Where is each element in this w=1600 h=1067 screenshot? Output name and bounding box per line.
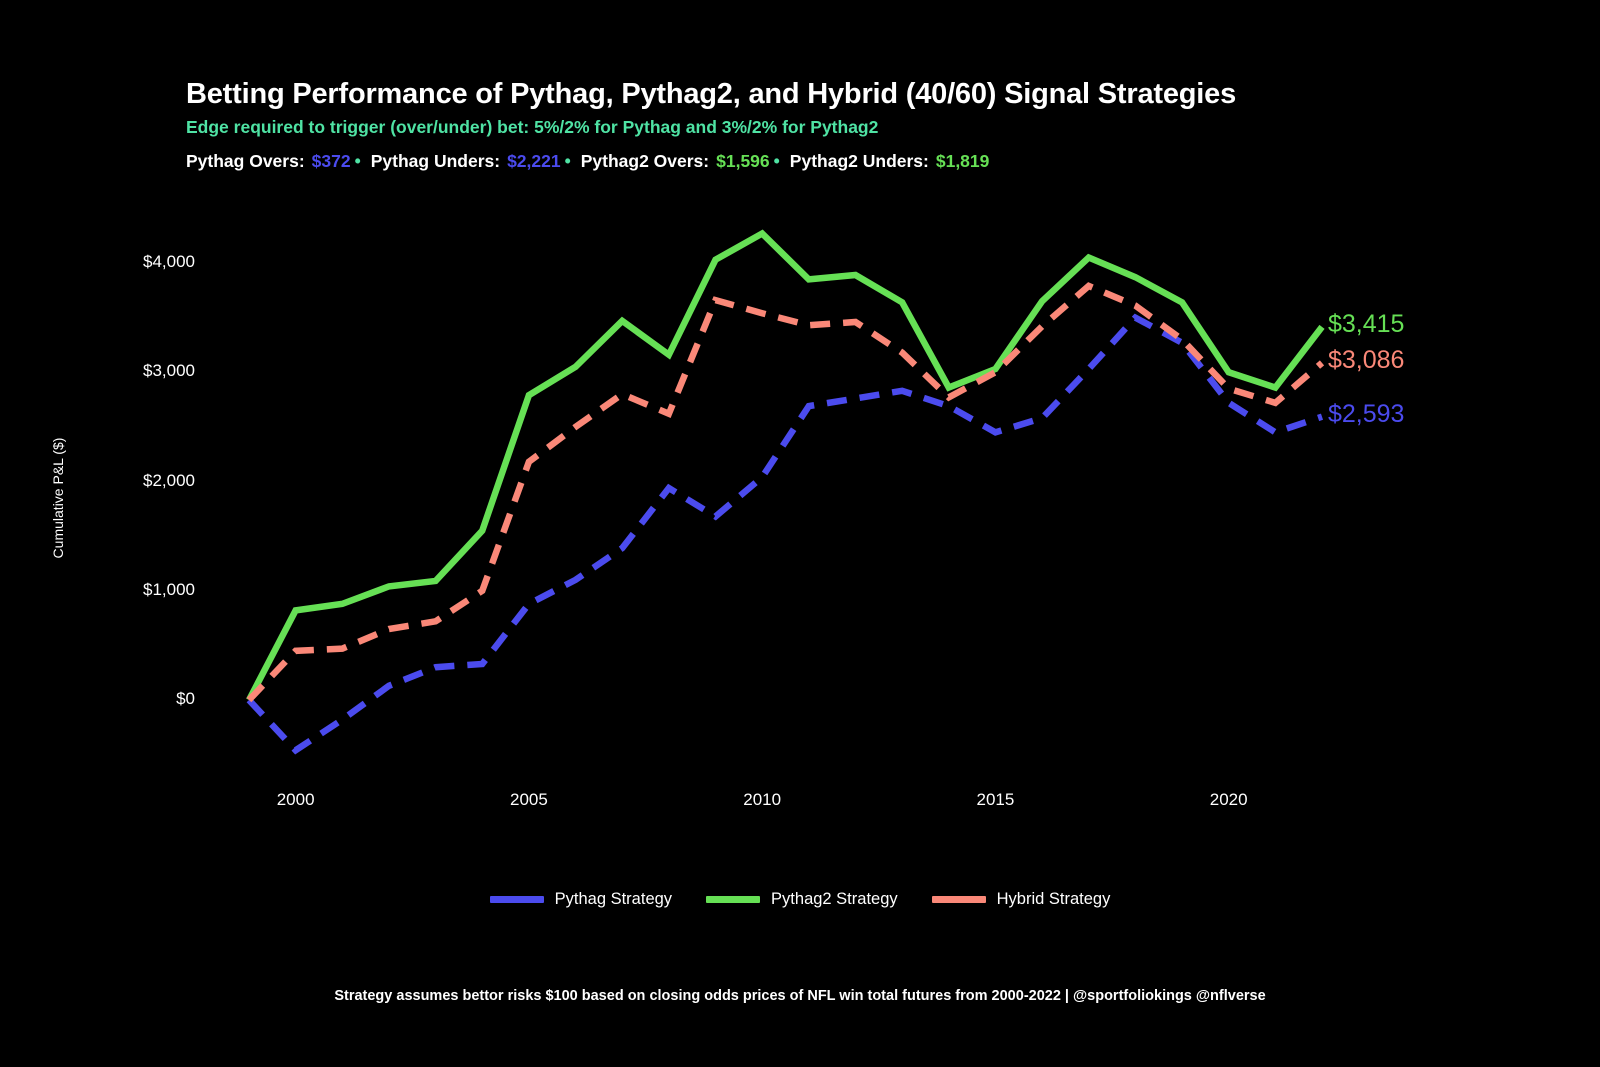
x-axis-tick-2000: 2000	[276, 790, 315, 809]
stat-separator-2: •	[564, 151, 571, 172]
line-pythag-strategy	[246, 313, 1324, 755]
x-axis-tick-2020: 2020	[1209, 790, 1248, 809]
y-axis-tick-0: $0	[176, 689, 195, 708]
legend-label: Pythag Strategy	[554, 890, 673, 908]
summary-stats-line: Pythag Overs: $372 • Pythag Unders: $2,221 • P…	[186, 151, 1526, 172]
end-label-pythag2-strategy: $3,415	[1328, 309, 1405, 338]
y-axis-tick-2000: $2,000	[143, 470, 195, 490]
stat-separator-3: •	[773, 151, 780, 172]
legend-item-pythag-strategy[interactable]: Pythag Strategy	[489, 890, 673, 909]
chart-title: Betting Performance of Pythag, Pythag2, …	[186, 78, 1236, 110]
line-hybrid-strategy	[246, 282, 1325, 703]
stat-value-pythag2-unders: $1,819	[935, 151, 990, 172]
stat-label-pythag2-unders: Pythag2 Unders:	[789, 151, 929, 172]
end-label-hybrid-strategy: $3,086	[1328, 345, 1405, 374]
stat-label-pythag-overs: Pythag Overs:	[186, 151, 305, 172]
chart-legend: Pythag Strategy Pythag2 Strategy Hybrid St…	[0, 890, 1600, 909]
stat-value-pythag2-overs: $1,596	[716, 151, 770, 172]
stat-separator-1: •	[354, 151, 361, 172]
stat-value-pythag-overs: $372	[311, 151, 351, 172]
y-axis-tick-1000: $1,000	[143, 579, 195, 599]
x-axis-tick-2015: 2015	[976, 790, 1015, 809]
stat-value-pythag-unders: $2,221	[507, 151, 561, 172]
stat-label-pythag-unders: Pythag Unders:	[370, 151, 501, 172]
chart-footer-caption: Strategy assumes bettor risks $100 based…	[334, 988, 1266, 1004]
legend-swatch-icon	[931, 896, 986, 903]
chart-header: Betting Performance of Pythag, Pythag2, …	[186, 78, 1526, 172]
line-pythag2-strategy	[246, 229, 1325, 702]
legend-item-pythag2-strategy[interactable]: Pythag2 Strategy	[706, 890, 898, 909]
chart-subtitle: Edge required to trigger (over/under) be…	[186, 117, 879, 138]
end-label-pythag-strategy: $2,593	[1328, 399, 1405, 428]
y-axis-tick-3000: $3,000	[143, 361, 195, 381]
legend-swatch-icon	[489, 896, 544, 903]
legend-swatch-icon	[706, 896, 761, 903]
x-axis-tick-2010: 2010	[743, 790, 782, 809]
stat-label-pythag2-overs: Pythag2 Overs:	[580, 151, 710, 172]
legend-item-hybrid-strategy[interactable]: Hybrid Strategy	[931, 890, 1111, 909]
x-axis-tick-2005: 2005	[509, 790, 548, 809]
legend-label: Pythag2 Strategy	[771, 890, 898, 908]
y-axis-tick-4000: $4,000	[143, 252, 195, 271]
legend-label: Hybrid Strategy	[996, 890, 1111, 908]
